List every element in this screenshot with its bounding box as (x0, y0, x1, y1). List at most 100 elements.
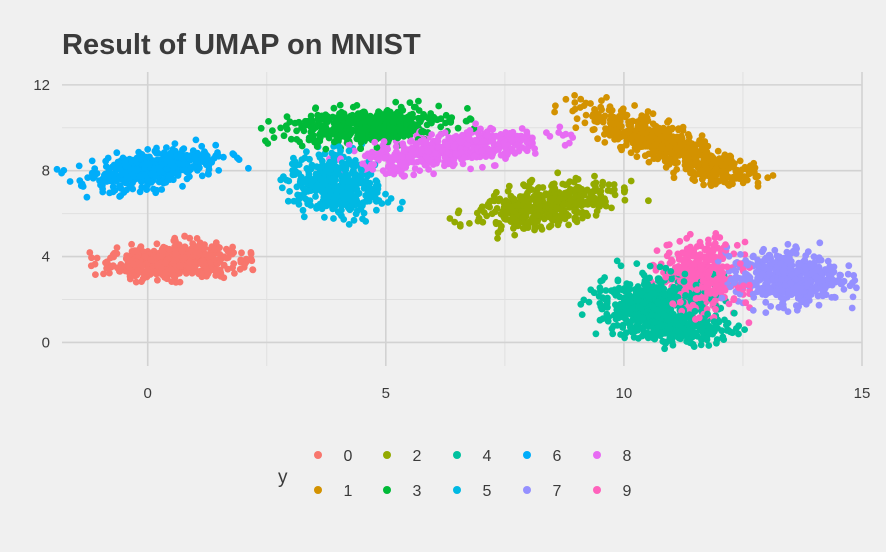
data-point-1 (621, 111, 628, 118)
data-point-7 (806, 260, 813, 267)
data-point-6 (199, 157, 206, 164)
data-point-8 (479, 138, 486, 145)
data-point-1 (727, 153, 734, 160)
data-point-1 (590, 126, 597, 133)
data-point-5 (397, 205, 404, 212)
data-point-4 (633, 260, 640, 267)
data-point-1 (692, 147, 699, 154)
data-point-7 (753, 269, 760, 276)
data-point-1 (702, 162, 709, 169)
data-point-2 (548, 222, 555, 229)
data-point-2 (608, 188, 615, 195)
data-point-7 (788, 291, 795, 298)
data-point-6 (215, 167, 222, 174)
data-point-0 (140, 275, 147, 282)
data-point-4 (579, 311, 586, 318)
data-point-7 (785, 241, 792, 248)
data-point-5 (304, 188, 311, 195)
data-point-4 (714, 325, 721, 332)
data-point-1 (700, 181, 707, 188)
data-point-7 (802, 252, 809, 259)
data-point-8 (426, 157, 433, 164)
data-point-2 (525, 219, 532, 226)
data-point-2 (599, 182, 606, 189)
data-point-4 (705, 342, 712, 349)
data-point-1 (631, 133, 638, 140)
data-point-9 (683, 235, 690, 242)
data-point-4 (698, 342, 705, 349)
data-point-8 (451, 144, 458, 151)
data-point-5 (340, 176, 347, 183)
data-point-4 (704, 311, 711, 318)
data-point-2 (575, 176, 582, 183)
data-point-9 (730, 296, 737, 303)
data-point-2 (494, 205, 501, 212)
data-point-3 (437, 124, 444, 131)
data-point-6 (96, 177, 103, 184)
data-point-4 (719, 334, 726, 341)
data-point-7 (762, 309, 769, 316)
data-point-5 (308, 178, 315, 185)
data-point-8 (569, 134, 576, 141)
data-point-3 (320, 116, 327, 123)
data-point-3 (397, 113, 404, 120)
data-point-3 (361, 118, 368, 125)
data-point-9 (664, 253, 671, 260)
data-point-7 (789, 249, 796, 256)
data-point-3 (407, 99, 414, 106)
data-point-1 (603, 94, 610, 101)
data-point-1 (692, 160, 699, 167)
data-point-3 (340, 133, 347, 140)
data-point-1 (552, 102, 559, 109)
data-point-7 (750, 253, 757, 260)
data-point-3 (418, 128, 425, 135)
data-point-1 (551, 109, 558, 116)
data-point-8 (466, 136, 473, 143)
data-point-3 (293, 127, 300, 134)
data-point-8 (473, 137, 480, 144)
data-point-5 (295, 196, 302, 203)
data-point-1 (737, 158, 744, 165)
data-point-0 (127, 276, 134, 283)
data-point-1 (668, 149, 675, 156)
data-point-4 (597, 284, 604, 291)
data-point-5 (285, 178, 292, 185)
data-point-5 (336, 143, 343, 150)
data-point-5 (303, 196, 310, 203)
data-point-3 (331, 139, 338, 146)
data-point-4 (691, 343, 698, 350)
data-point-2 (554, 205, 561, 212)
data-point-3 (333, 114, 340, 121)
data-point-3 (357, 113, 364, 120)
data-point-5 (358, 167, 365, 174)
data-point-8 (418, 147, 425, 154)
data-point-3 (467, 115, 474, 122)
data-point-3 (269, 127, 276, 134)
data-point-9 (715, 245, 722, 252)
data-point-8 (375, 150, 382, 157)
data-point-6 (67, 178, 74, 185)
data-point-7 (850, 294, 857, 301)
data-point-1 (729, 178, 736, 185)
data-point-1 (617, 144, 624, 151)
data-point-4 (634, 327, 641, 334)
data-point-1 (607, 120, 614, 127)
data-point-2 (510, 195, 517, 202)
data-point-7 (816, 254, 823, 261)
data-point-7 (822, 266, 829, 273)
data-point-7 (766, 252, 773, 259)
data-point-9 (724, 263, 731, 270)
data-point-5 (279, 184, 286, 191)
data-point-9 (676, 238, 683, 245)
data-point-4 (622, 309, 629, 316)
data-point-0 (107, 255, 114, 262)
data-point-7 (779, 300, 786, 307)
data-point-8 (393, 143, 400, 150)
data-point-6 (60, 167, 67, 174)
data-point-6 (122, 158, 129, 165)
data-point-7 (731, 279, 738, 286)
data-point-3 (333, 121, 340, 128)
data-point-3 (302, 118, 309, 125)
data-point-2 (557, 212, 564, 219)
data-point-4 (601, 274, 608, 281)
